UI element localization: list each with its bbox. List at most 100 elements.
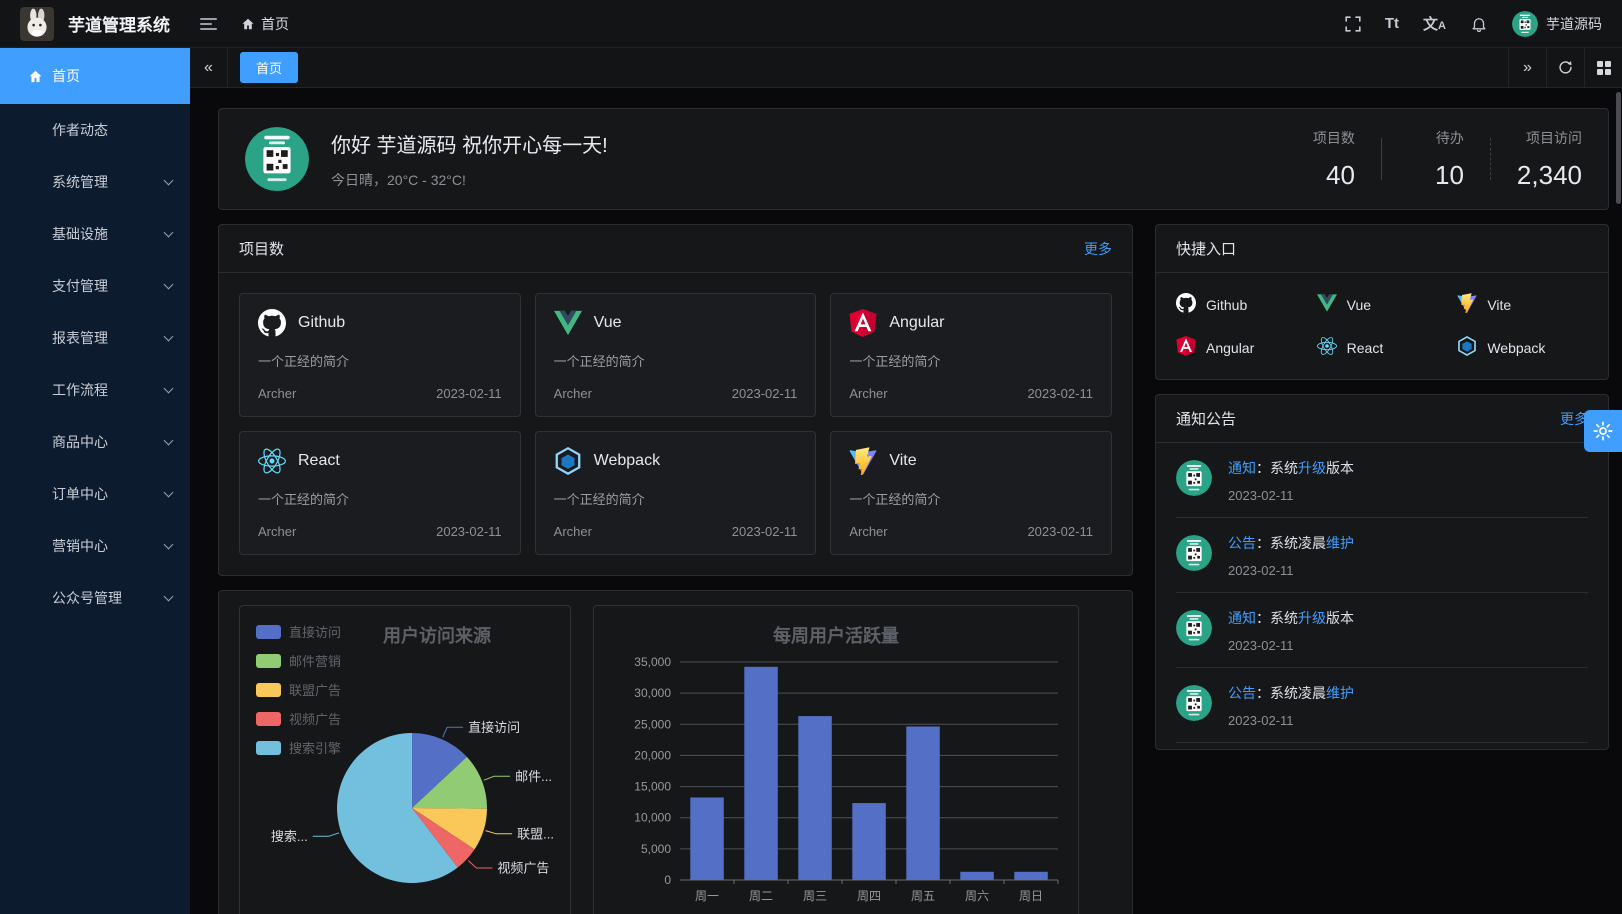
sidebar-item-7[interactable]: 商品中心: [0, 416, 190, 468]
svg-text:周六: 周六: [965, 889, 989, 903]
project-name: Webpack: [593, 452, 661, 469]
shortcut-label: React: [1346, 339, 1384, 356]
project-card-github[interactable]: Github 一个正经的简介 Archer 2023-02-11: [239, 293, 521, 417]
legend-swatch: [256, 624, 281, 639]
chevron-down-icon: [163, 435, 174, 445]
grid-icon: [1596, 60, 1611, 75]
legend-item-3[interactable]: 视频广告: [256, 709, 341, 728]
sidebar-item-1[interactable]: 作者动态: [0, 104, 190, 156]
notification-bell-icon[interactable]: [1470, 15, 1488, 33]
github-icon: [1176, 293, 1196, 316]
scrollbar-thumb[interactable]: [1616, 92, 1621, 204]
tabs-expand-right-button[interactable]: »: [1508, 48, 1546, 87]
sidebar-item-8[interactable]: 订单中心: [0, 468, 190, 520]
pie-chart-panel: 用户访问来源 直接访问 邮件营销 联盟广告 视频广告 搜索引擎 直接访问 邮件... 联盟.…: [239, 605, 571, 914]
notice-item-1[interactable]: 公告：系统凌晨维护 2023-02-11: [1176, 518, 1588, 593]
shortcuts-panel: 快捷入口 Github Vue Vite Angular React Webpack: [1155, 224, 1609, 380]
project-card-angular[interactable]: Angular 一个正经的简介 Archer 2023-02-11: [830, 293, 1112, 417]
notices-more-link[interactable]: 更多: [1560, 410, 1588, 427]
notice-avatar: [1176, 610, 1212, 646]
svg-text:0: 0: [664, 873, 671, 887]
layout-grid-button[interactable]: [1584, 48, 1622, 87]
project-author: Archer: [849, 386, 888, 401]
sidebar-item-6[interactable]: 工作流程: [0, 364, 190, 416]
home-icon: [241, 17, 255, 31]
project-card-react[interactable]: React 一个正经的简介 Archer 2023-02-11: [239, 431, 521, 555]
svg-text:5,000: 5,000: [641, 842, 671, 856]
breadcrumb-item[interactable]: 首页: [261, 15, 289, 32]
chevron-down-icon: [163, 487, 174, 497]
webpack-icon: [554, 447, 582, 475]
notice-date: 2023-02-11: [1228, 563, 1294, 578]
notice-item-2[interactable]: 通知：系统升级版本 2023-02-11: [1176, 593, 1588, 668]
legend-item-1[interactable]: 邮件营销: [256, 651, 341, 670]
charts-panel: 用户访问来源 直接访问 邮件营销 联盟广告 视频广告 搜索引擎 直接访问 邮件... 联盟.…: [218, 590, 1133, 914]
legend-swatch: [256, 740, 281, 755]
projects-more-link[interactable]: 更多: [1084, 240, 1112, 257]
svg-text:周日: 周日: [1019, 889, 1043, 903]
gear-icon: [1592, 420, 1614, 442]
notices-panel-title: 通知公告: [1176, 411, 1237, 428]
shortcuts-panel-title: 快捷入口: [1176, 241, 1237, 258]
notice-date: 2023-02-11: [1228, 638, 1294, 653]
shortcut-vite[interactable]: Vite: [1457, 293, 1588, 316]
sidebar-item-2[interactable]: 系统管理: [0, 156, 190, 208]
shortcut-label: Github: [1206, 296, 1248, 313]
svg-text:周一: 周一: [695, 889, 719, 903]
notice-item-3[interactable]: 公告：系统凌晨维护 2023-02-11: [1176, 668, 1588, 743]
pie-chart: 直接访问 邮件... 联盟... 视频广告 搜索...: [240, 616, 572, 914]
shortcut-react[interactable]: React: [1317, 336, 1448, 359]
legend-item-2[interactable]: 联盟广告: [256, 680, 341, 699]
notice-title: 公告：系统凌晨维护: [1228, 683, 1354, 703]
menu-item-indent: [28, 434, 44, 450]
sidebar-item-label: 系统管理: [52, 174, 108, 190]
sidebar-item-3[interactable]: 基础设施: [0, 208, 190, 260]
legend-item-0[interactable]: 直接访问: [256, 622, 341, 641]
settings-button[interactable]: [1584, 410, 1622, 452]
tab-home[interactable]: 首页: [240, 52, 299, 83]
sidebar-item-home[interactable]: 首页: [0, 48, 190, 104]
app-logo: [20, 7, 54, 41]
chevron-down-icon: [163, 539, 174, 549]
notice-item-0[interactable]: 通知：系统升级版本 2023-02-11: [1176, 443, 1588, 518]
project-name: Github: [298, 314, 346, 331]
sidebar-item-label: 工作流程: [52, 382, 108, 398]
sidebar-item-4[interactable]: 支付管理: [0, 260, 190, 312]
double-chevron-left-icon: «: [204, 58, 213, 76]
project-card-vue[interactable]: Vue 一个正经的简介 Archer 2023-02-11: [534, 293, 817, 417]
shortcut-webpack[interactable]: Webpack: [1457, 336, 1588, 359]
stat-label: 项目访问: [1526, 129, 1582, 146]
font-size-icon[interactable]: Tt: [1384, 15, 1400, 32]
sidebar-item-label: 商品中心: [52, 434, 108, 450]
legend-label: 直接访问: [289, 625, 342, 640]
stat-0: 项目数 40: [1299, 128, 1355, 191]
legend-item-4[interactable]: 搜索引擎: [256, 738, 341, 757]
project-author: Archer: [553, 386, 592, 401]
project-card-vite[interactable]: Vite 一个正经的简介 Archer 2023-02-11: [830, 431, 1112, 555]
project-author: Archer: [849, 524, 888, 539]
svg-text:30,000: 30,000: [634, 686, 671, 700]
sidebar-item-5[interactable]: 报表管理: [0, 312, 190, 364]
menu-item-indent: [28, 174, 44, 190]
notice-text-segment: ：系统: [1256, 610, 1298, 626]
project-name: Vue: [593, 314, 622, 331]
sidebar-item-10[interactable]: 公众号管理: [0, 572, 190, 624]
vue-icon: [1317, 293, 1337, 316]
shortcut-github[interactable]: Github: [1176, 293, 1307, 316]
shortcut-angular[interactable]: Angular: [1176, 336, 1307, 359]
user-menu[interactable]: 芋道源码: [1512, 11, 1602, 37]
refresh-button[interactable]: [1546, 48, 1584, 87]
main-content: 你好 芋道源码 祝你开心每一天! 今日晴，20°C - 32°C! 项目数 40 待…: [190, 88, 1622, 914]
sidebar-item-9[interactable]: 营销中心: [0, 520, 190, 572]
pie-chart-legend: 直接访问邮件营销联盟广告视频广告搜索引擎: [256, 622, 341, 767]
project-card-webpack[interactable]: Webpack 一个正经的简介 Archer 2023-02-11: [534, 431, 817, 555]
project-desc: 一个正经的简介: [258, 492, 350, 507]
breadcrumb[interactable]: 首页: [241, 14, 289, 34]
fullscreen-icon[interactable]: [1345, 16, 1361, 32]
menu-item-indent: [28, 226, 44, 242]
shortcut-vue[interactable]: Vue: [1317, 293, 1448, 316]
tabs-collapse-left-button[interactable]: «: [190, 48, 228, 87]
project-name: React: [298, 452, 340, 469]
language-icon[interactable]: 文A: [1423, 16, 1446, 33]
menu-fold-icon[interactable]: [200, 14, 217, 34]
